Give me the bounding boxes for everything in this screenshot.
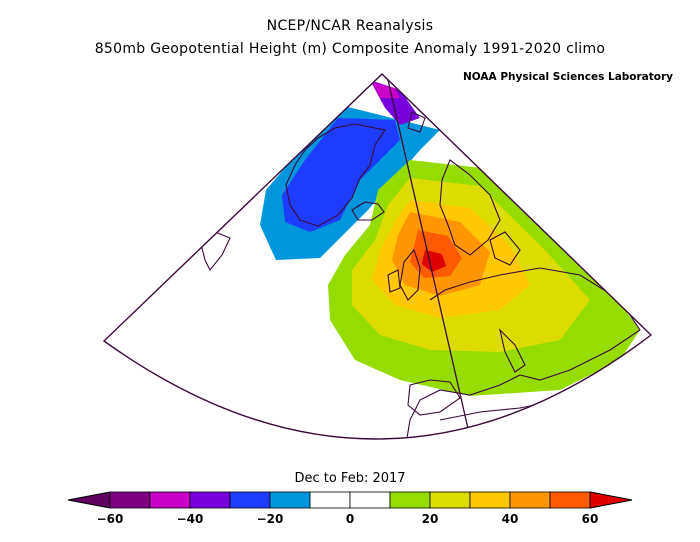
colorbar-high-arrow (589, 491, 633, 509)
colorbar-tick-label: −40 (176, 512, 204, 526)
colorbar (67, 491, 633, 509)
colorbar-box (149, 491, 191, 509)
chart-title: NCEP/NCAR Reanalysis (266, 18, 434, 34)
colorbar-box (549, 491, 591, 509)
colorbar-tick-label: 0 (345, 512, 355, 526)
anomaly-fill (260, 80, 640, 396)
colorbar-box (229, 491, 271, 509)
colorbar-tick-label: −20 (256, 512, 284, 526)
colorbar-box (469, 491, 511, 509)
colorbar-tick-label: 60 (581, 512, 599, 526)
colorbar-tick-label: −60 (96, 512, 124, 526)
baltic-coast (489, 231, 521, 266)
colorbar-tick-label: 40 (501, 512, 519, 526)
credit-label: NOAA Physical Sciences Laboratory (463, 71, 674, 83)
scandinavia-coast (439, 159, 501, 256)
colorbar-box (429, 491, 471, 509)
colorbar-box (309, 491, 351, 509)
chart-subtitle: 850mb Geopotential Height (m) Composite … (94, 41, 606, 57)
meridian-line (387, 79, 473, 440)
colorbar-low-arrow (67, 491, 111, 509)
colorbar-box (389, 491, 431, 509)
colorbar-box (349, 491, 391, 509)
neg-contour-40 (372, 82, 400, 98)
neg-contour-20 (282, 118, 400, 232)
svalbard-coast (407, 111, 426, 133)
ireland-coast (387, 269, 401, 293)
colorbar-box (109, 491, 151, 509)
iberia-coast (407, 379, 461, 416)
iceland-coast (351, 201, 385, 221)
anomaly-map (102, 73, 653, 440)
colorbar-tick-label: 20 (421, 512, 439, 526)
canada-coast (199, 231, 231, 272)
italy-coast (499, 328, 526, 373)
colorbar-box (189, 491, 231, 509)
colorbar-box (269, 491, 311, 509)
europe-coast (404, 267, 641, 440)
map-sector-outline (102, 73, 653, 440)
period-label: Dec to Feb: 2017 (294, 471, 406, 486)
greenland-coast (285, 123, 386, 227)
colorbar-box (509, 491, 551, 509)
